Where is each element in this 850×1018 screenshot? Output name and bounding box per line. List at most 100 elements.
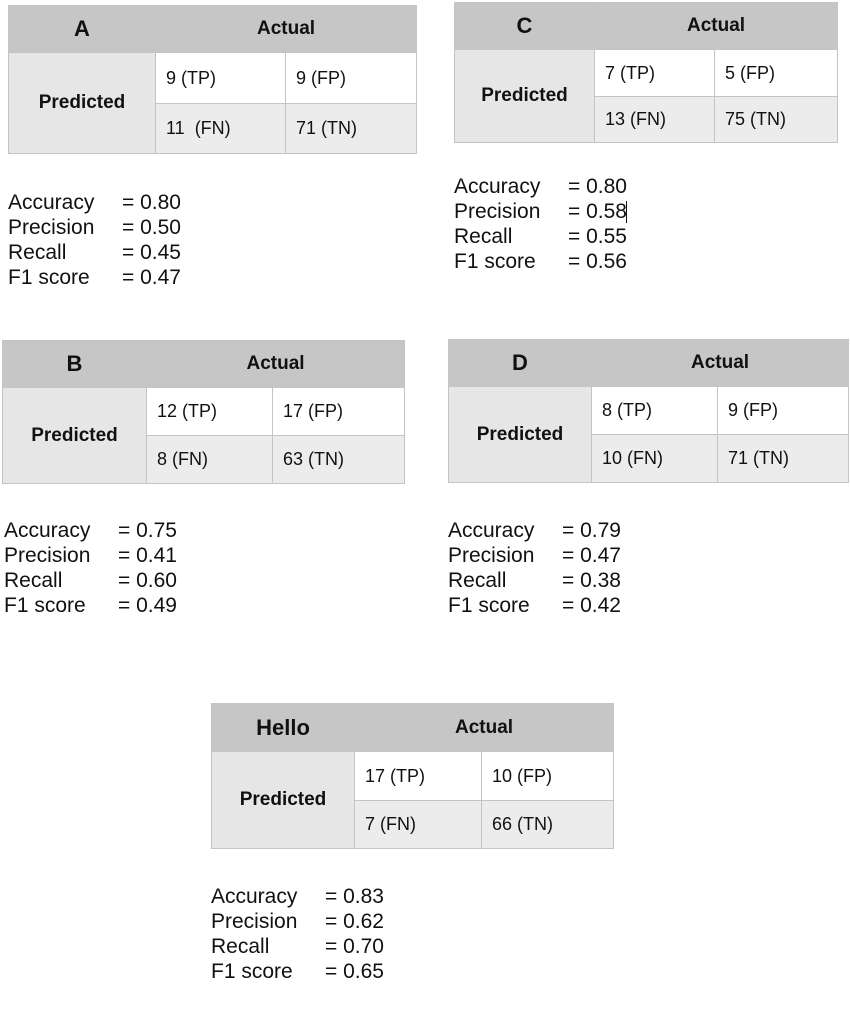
metric-row: Recall = 0.70 (211, 934, 384, 959)
metric-row: F1 score = 0.47 (8, 265, 181, 290)
metric-row: Recall = 0.45 (8, 240, 181, 265)
actual-header: Actual (590, 339, 850, 387)
metric-label: Accuracy (4, 519, 91, 542)
predicted-header: Predicted (2, 387, 147, 484)
cell-fn: 11 (FN) (155, 103, 286, 154)
metric-value: = 0.62 (325, 910, 384, 933)
metric-row: Precision = 0.58 (454, 199, 627, 224)
actual-header: Actual (593, 2, 839, 50)
text-cursor (626, 201, 627, 223)
metric-value: = 0.42 (562, 594, 621, 617)
matrix-title: C (454, 2, 595, 50)
actual-header: Actual (145, 340, 406, 388)
actual-header: Actual (353, 703, 615, 752)
metric-value: = 0.38 (562, 569, 621, 592)
cell-fn: 8 (FN) (146, 435, 273, 484)
metric-row: Precision = 0.62 (211, 909, 384, 934)
metric-value: = 0.75 (118, 519, 177, 542)
cell-tn: 63 (TN) (271, 435, 406, 484)
metric-label: Recall (448, 569, 507, 592)
metric-row: F1 score = 0.56 (454, 249, 627, 274)
metric-label: F1 score (8, 266, 90, 289)
predicted-header: Predicted (448, 386, 592, 483)
metric-row: Recall = 0.55 (454, 224, 627, 249)
cell-tn: 66 (TN) (480, 800, 615, 849)
matrix-hello: Hello Actual Predicted 17 (TP) 10 (FP) 7… (211, 703, 615, 849)
matrix-c: C Actual Predicted 7 (TP) 5 (FP) 13 (FN)… (454, 2, 839, 143)
metric-row: Recall = 0.60 (4, 568, 177, 593)
metric-row: Accuracy = 0.80 (8, 190, 181, 215)
cell-fn: 7 (FN) (354, 800, 482, 849)
metric-row: Precision = 0.50 (8, 215, 181, 240)
metric-label: F1 score (448, 594, 530, 617)
metric-row: Precision = 0.41 (4, 543, 177, 568)
metric-label: Precision (211, 910, 298, 933)
predicted-header: Predicted (454, 49, 595, 143)
cell-fn: 10 (FN) (591, 434, 718, 483)
metric-value: = 0.49 (118, 594, 177, 617)
metric-value: = 0.47 (562, 544, 621, 567)
metric-value: = 0.80 (568, 175, 627, 198)
cell-tp: 8 (TP) (591, 386, 718, 435)
metric-label: Precision (8, 216, 95, 239)
metric-value: = 0.45 (122, 241, 181, 264)
cell-tp: 7 (TP) (594, 49, 715, 97)
confusion-table-d: D Actual Predicted 8 (TP) 9 (FP) 10 (FN)… (448, 339, 850, 483)
metric-value: = 0.70 (325, 935, 384, 958)
metric-label: Recall (8, 241, 67, 264)
metric-value: = 0.79 (562, 519, 621, 542)
confusion-table-hello: Hello Actual Predicted 17 (TP) 10 (FP) 7… (211, 703, 615, 849)
metric-value: = 0.47 (122, 266, 181, 289)
metric-label: Accuracy (211, 885, 298, 908)
metric-label: Precision (454, 200, 541, 223)
metric-label: Accuracy (454, 175, 541, 198)
metric-row: F1 score = 0.42 (448, 593, 621, 618)
metric-value: = 0.65 (325, 960, 384, 983)
metrics-a: Accuracy = 0.80 Precision = 0.50 Recall = 0… (8, 190, 181, 290)
metric-row: F1 score = 0.49 (4, 593, 177, 618)
metric-value: = 0.80 (122, 191, 181, 214)
metric-value: = 0.56 (568, 250, 627, 273)
metric-label: Recall (4, 569, 63, 592)
metric-value: = 0.83 (325, 885, 384, 908)
predicted-header: Predicted (211, 751, 355, 849)
metric-label: Precision (448, 544, 535, 567)
cell-fp: 10 (FP) (480, 751, 615, 801)
cell-tn: 75 (TN) (713, 96, 839, 143)
metric-value: = 0.60 (118, 569, 177, 592)
metric-row: Accuracy = 0.83 (211, 884, 384, 909)
matrix-title: Hello (211, 703, 355, 752)
cell-fp: 17 (FP) (271, 387, 406, 436)
metrics-d: Accuracy = 0.79 Precision = 0.47 Recall = 0… (448, 518, 621, 618)
cell-fn: 13 (FN) (594, 96, 715, 143)
metric-row: Accuracy = 0.80 (454, 174, 627, 199)
metric-row: Recall = 0.38 (448, 568, 621, 593)
metric-value: = 0.41 (118, 544, 177, 567)
matrix-a: A Actual Predicted 9 (TP) 9 (FP) 11 (FN)… (8, 5, 418, 154)
matrix-title: D (448, 339, 592, 387)
matrix-d: D Actual Predicted 8 (TP) 9 (FP) 10 (FN)… (448, 339, 850, 483)
metric-value: = 0.58 (568, 200, 627, 223)
metrics-hello: Accuracy = 0.83 Precision = 0.62 Recall = 0… (211, 884, 384, 984)
cell-tn: 71 (TN) (716, 434, 850, 483)
metric-label: Accuracy (8, 191, 95, 214)
metric-label: F1 score (454, 250, 536, 273)
cell-tp: 9 (TP) (155, 52, 286, 104)
metrics-b: Accuracy = 0.75 Precision = 0.41 Recall = 0… (4, 518, 177, 618)
matrix-b: B Actual Predicted 12 (TP) 17 (FP) 8 (FN… (2, 340, 406, 484)
cell-tn: 71 (TN) (284, 103, 418, 154)
metric-value: = 0.50 (122, 216, 181, 239)
metric-label: Precision (4, 544, 91, 567)
cell-fp: 5 (FP) (713, 49, 839, 97)
metric-row: F1 score = 0.65 (211, 959, 384, 984)
cell-fp: 9 (FP) (716, 386, 850, 435)
predicted-header: Predicted (8, 52, 156, 154)
metric-label: Recall (454, 225, 513, 248)
metric-row: Accuracy = 0.75 (4, 518, 177, 543)
metrics-c: Accuracy = 0.80 Precision = 0.58 Recall = 0… (454, 174, 627, 274)
matrix-title: B (2, 340, 147, 388)
confusion-table-a: A Actual Predicted 9 (TP) 9 (FP) 11 (FN)… (8, 5, 418, 154)
metric-value: = 0.55 (568, 225, 627, 248)
metric-row: Precision = 0.47 (448, 543, 621, 568)
matrix-title: A (8, 5, 156, 53)
